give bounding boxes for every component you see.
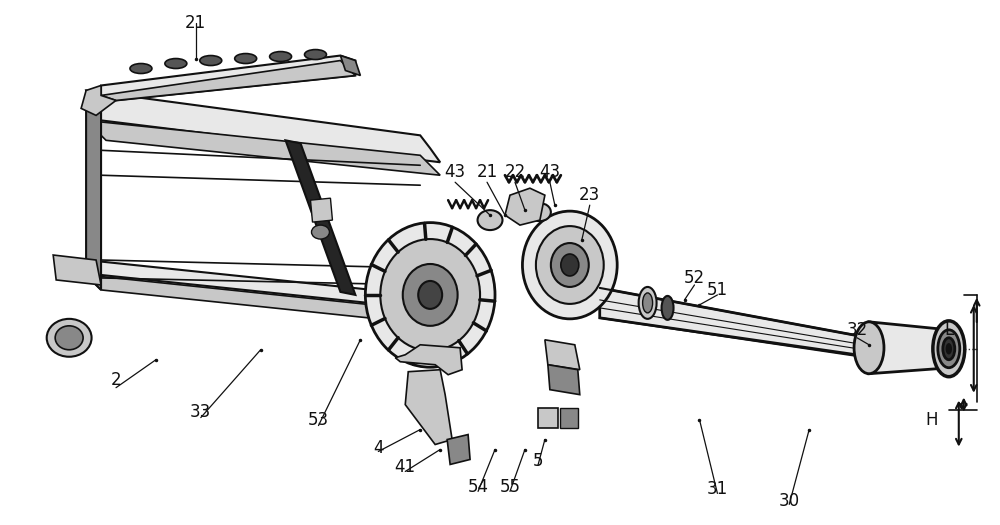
Text: 55: 55 [499,478,520,497]
Text: 43: 43 [445,163,466,181]
Text: 32: 32 [846,321,868,339]
Ellipse shape [639,287,657,319]
Ellipse shape [662,296,674,320]
Polygon shape [505,188,545,225]
Polygon shape [548,365,580,395]
Polygon shape [53,255,101,285]
Polygon shape [340,56,360,76]
Ellipse shape [854,322,884,374]
Ellipse shape [561,254,579,276]
Ellipse shape [943,338,955,360]
Ellipse shape [55,326,83,350]
Ellipse shape [200,56,222,66]
Text: 33: 33 [190,403,211,421]
Polygon shape [86,90,440,162]
Ellipse shape [946,344,951,354]
Ellipse shape [365,223,495,367]
Ellipse shape [529,203,551,221]
Text: 22: 22 [504,163,526,181]
Polygon shape [560,407,578,427]
Polygon shape [101,56,355,100]
Polygon shape [86,120,440,175]
Ellipse shape [643,293,653,313]
Text: 41: 41 [395,458,416,477]
Text: 30: 30 [779,492,800,510]
Ellipse shape [478,210,502,230]
Polygon shape [545,340,580,370]
Ellipse shape [551,243,589,287]
Text: H: H [926,411,938,428]
Ellipse shape [522,211,617,319]
Text: 21: 21 [185,14,206,32]
Polygon shape [600,288,877,358]
Ellipse shape [933,321,965,377]
Text: 2: 2 [111,371,121,388]
Polygon shape [405,370,452,445]
Text: 31: 31 [707,480,728,498]
Text: 54: 54 [468,478,489,497]
Ellipse shape [312,225,329,239]
Ellipse shape [380,239,480,351]
Polygon shape [869,322,951,374]
Polygon shape [81,86,116,116]
Text: 21: 21 [476,163,498,181]
Ellipse shape [130,64,152,74]
Text: 43: 43 [539,163,560,181]
Polygon shape [538,407,558,427]
Ellipse shape [270,51,292,61]
Polygon shape [447,435,470,465]
Ellipse shape [536,226,604,304]
Polygon shape [86,90,101,290]
Ellipse shape [165,59,187,69]
Text: 4: 4 [373,438,384,457]
Ellipse shape [418,281,442,309]
Ellipse shape [305,49,326,59]
Polygon shape [286,140,355,295]
Text: 53: 53 [308,411,329,428]
Polygon shape [101,60,355,100]
Text: 51: 51 [707,281,728,299]
Polygon shape [86,275,435,325]
Ellipse shape [47,319,92,357]
Ellipse shape [235,54,257,64]
Ellipse shape [938,330,960,367]
Polygon shape [311,198,332,222]
Text: 5: 5 [533,453,543,470]
Polygon shape [86,260,435,310]
Text: L: L [944,321,953,339]
Text: 23: 23 [579,186,600,204]
Text: 52: 52 [684,269,705,287]
Polygon shape [395,345,462,375]
Ellipse shape [403,264,458,326]
